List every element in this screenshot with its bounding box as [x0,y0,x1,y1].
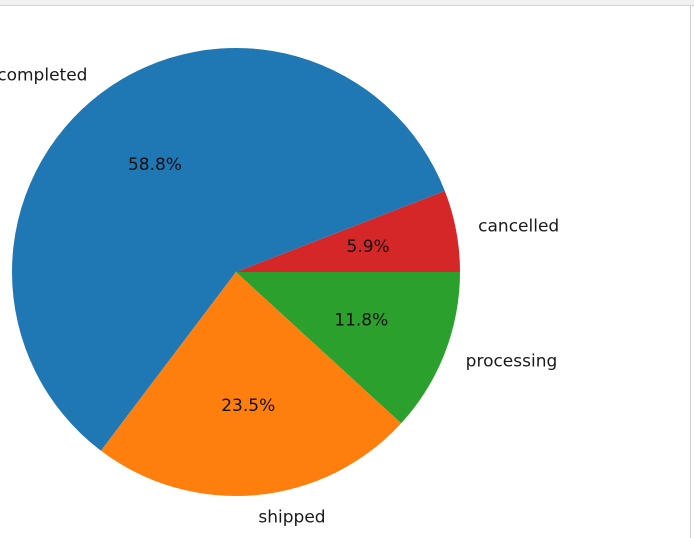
slice-percent-cancelled: 5.9% [346,237,389,257]
top-strip [0,0,694,6]
pie-slices [12,48,460,497]
slice-label-cancelled: cancelled [478,217,559,237]
slice-percent-completed: 58.8% [128,155,182,175]
slice-label-shipped: shipped [258,507,325,527]
slice-percent-shipped: 23.5% [221,396,275,416]
pie-slice-shipped [100,272,402,497]
pie-slice-completed [12,48,445,451]
pie-slice-cancelled [236,190,460,272]
slice-label-processing: processing [466,351,558,371]
pie-labels: cancelled 5.9% completed 58.8% shipped 23.5% p… [0,65,559,527]
pie-slice-processing [236,272,460,424]
slice-label-completed: completed [0,65,87,85]
right-border [690,6,691,538]
slice-percent-processing: 11.8% [334,311,388,331]
